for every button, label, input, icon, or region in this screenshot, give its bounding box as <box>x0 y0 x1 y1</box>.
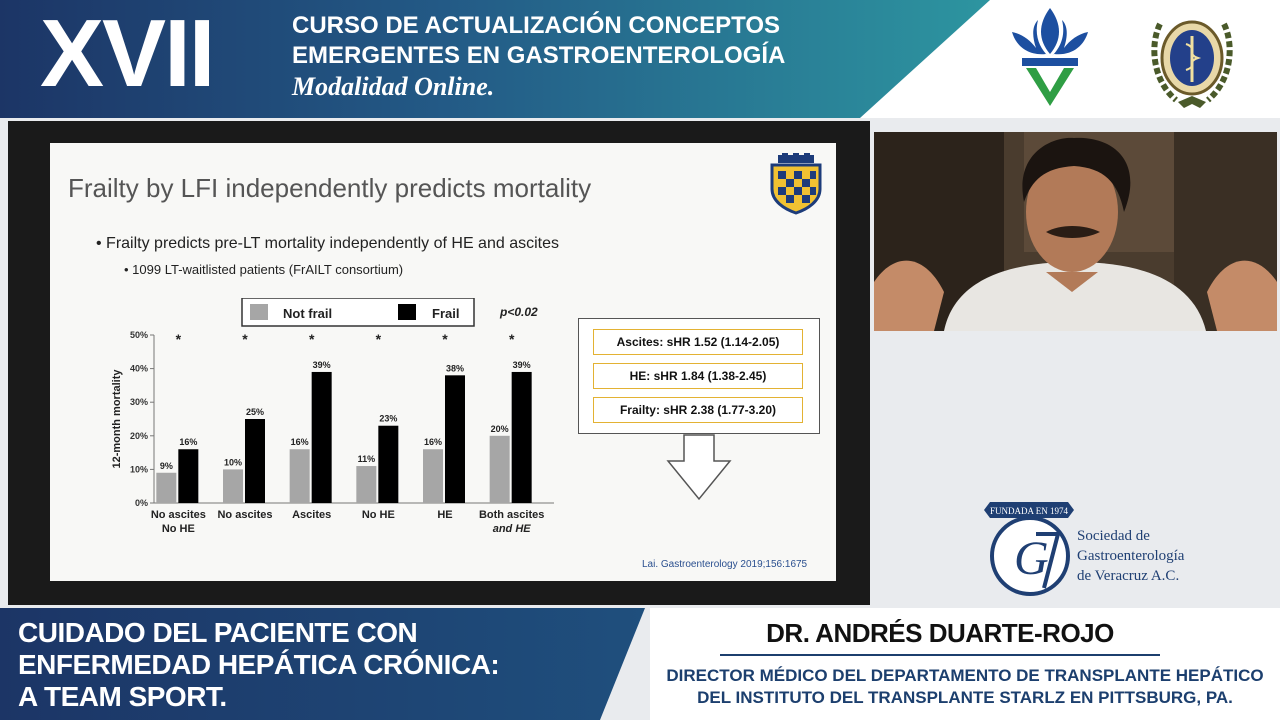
x-category-label: Both ascites <box>479 509 544 521</box>
bar-data-label: 23% <box>379 414 397 424</box>
slide: Frailty by LFI independently predicts mo… <box>50 143 836 581</box>
hr-frailty: Frailty: sHR 2.38 (1.77-3.20) <box>593 397 803 423</box>
y-tick-label: 30% <box>130 397 148 407</box>
edition-number: XVII <box>40 0 215 107</box>
hazard-ratio-box: Ascites: sHR 1.52 (1.14-2.05) HE: sHR 1.… <box>578 318 820 434</box>
talk-title-line1: CUIDADO DEL PACIENTE CON <box>18 617 418 648</box>
x-category-label: No ascites <box>217 509 272 521</box>
slide-citation: Lai. Gastroenterology 2019;156:1675 <box>642 559 808 570</box>
y-tick-label: 10% <box>130 464 148 474</box>
bar-data-label: 16% <box>179 437 197 447</box>
hr-ascites: Ascites: sHR 1.52 (1.14-2.05) <box>593 329 803 355</box>
bar-frail <box>378 425 399 503</box>
mortality-bar-chart: Not frail Frail p<0.02 0% 10% 20% 30% 40% 50% 12-… <box>111 298 554 535</box>
legend-swatch-frail <box>398 304 416 320</box>
bar-data-label: 38% <box>446 363 464 373</box>
speaker-divider <box>720 654 1160 656</box>
svg-text:G: G <box>1014 532 1049 585</box>
course-modality: Modalidad Online. <box>292 72 495 101</box>
bar-not-frail <box>156 472 177 503</box>
speaker-webcam <box>874 132 1277 331</box>
significance-marker: * <box>442 331 448 347</box>
x-category-label: No HE <box>162 523 195 535</box>
bar-not-frail <box>289 449 310 503</box>
bar-not-frail <box>223 469 243 503</box>
bar-not-frail <box>489 435 510 503</box>
bar-data-label: 16% <box>291 437 309 447</box>
legend-label-frail: Frail <box>432 306 459 321</box>
speaker-role-line2: DEL INSTITUTO DEL TRANSPLANTE STARLZ EN … <box>697 688 1233 707</box>
speaker-video-feed <box>874 132 1277 331</box>
shared-screen: Frailty by LFI independently predicts mo… <box>8 121 870 605</box>
sponsor-name-line1: Sociedad de <box>1077 528 1150 544</box>
bar-data-label: 39% <box>313 360 331 370</box>
bar-data-label: 9% <box>160 461 173 471</box>
bar-not-frail <box>423 449 443 503</box>
hr-he: HE: sHR 1.84 (1.38-2.45) <box>593 363 803 389</box>
talk-title-line3: A TEAM SPORT. <box>18 681 227 712</box>
talk-title-background <box>0 608 645 720</box>
course-title-line2: EMERGENTES EN GASTROENTEROLOGÍA <box>292 42 786 69</box>
x-category-label: HE <box>437 509 452 521</box>
bar-data-label: 11% <box>358 454 376 464</box>
bar-frail <box>311 371 332 503</box>
down-arrow-icon <box>666 434 732 501</box>
y-tick-label: 40% <box>130 364 148 374</box>
sponsor-name-line2: Gastroenterología <box>1077 548 1185 564</box>
y-tick-label: 20% <box>130 431 148 441</box>
bar-data-label: 16% <box>424 437 442 447</box>
event-header: XVII CURSO DE ACTUALIZACIÓN CONCEPTOS EM… <box>0 0 1280 118</box>
chart-legend-box <box>241 298 475 327</box>
speaker-info: DR. ANDRÉS DUARTE-ROJO DIRECTOR MÉDICO D… <box>650 608 1280 720</box>
x-category-label: No ascites <box>151 509 206 521</box>
medical-society-seal <box>1151 20 1233 108</box>
slide-bullet-main-text: Frailty predicts pre-LT mortality indepe… <box>106 235 559 252</box>
slide-bullet-main: • Frailty predicts pre-LT mortality inde… <box>96 235 559 252</box>
bar-frail <box>511 371 532 503</box>
university-fleur-logo <box>1012 8 1088 106</box>
presentation-stage: Frailty by LFI independently predicts mo… <box>0 118 1280 608</box>
sponsor-founded-label: FUNDADA EN 1974 <box>990 506 1069 516</box>
bar-frail <box>445 375 465 503</box>
y-tick-label: 0% <box>135 498 148 508</box>
significance-marker: * <box>242 331 248 347</box>
bar-frail <box>178 449 199 503</box>
course-title-line1: CURSO DE ACTUALIZACIÓN CONCEPTOS <box>292 12 781 39</box>
header-banner: XVII CURSO DE ACTUALIZACIÓN CONCEPTOS EM… <box>0 0 1000 118</box>
bar-data-label: 25% <box>246 407 264 417</box>
bar-data-label: 39% <box>513 360 531 370</box>
significance-marker: * <box>509 331 515 347</box>
y-tick-label: 50% <box>130 330 148 340</box>
bar-not-frail <box>356 466 377 503</box>
significance-marker: * <box>176 331 182 347</box>
talk-title-line2: ENFERMEDAD HEPÁTICA CRÓNICA: <box>18 649 500 680</box>
gastro-society-logo: FUNDADA EN 1974 G Sociedad de Gastroente… <box>984 502 1185 596</box>
legend-swatch-not-frail <box>250 304 268 320</box>
slide-bullet-sub: • 1099 LT-waitlisted patients (FrAILT co… <box>124 262 404 277</box>
x-category-label: No HE <box>362 509 395 521</box>
legend-label-not-frail: Not frail <box>283 306 332 321</box>
slide-bullet-sub-text: 1099 LT-waitlisted patients (FrAILT cons… <box>132 262 404 277</box>
university-shield-logo <box>770 153 822 215</box>
bar-data-label: 20% <box>491 424 509 434</box>
bar-data-label: 10% <box>224 457 242 467</box>
chart-p-value: p<0.02 <box>499 305 538 319</box>
x-category-label: Ascites <box>292 509 331 521</box>
x-category-label: and HE <box>493 523 532 535</box>
significance-marker: * <box>309 331 315 347</box>
slide-title: Frailty by LFI independently predicts mo… <box>68 173 592 203</box>
chart-y-axis-label: 12-month mortality <box>111 369 123 469</box>
bar-frail <box>245 419 265 503</box>
significance-marker: * <box>376 331 382 347</box>
talk-title-banner: CUIDADO DEL PACIENTE CON ENFERMEDAD HEPÁ… <box>0 608 650 720</box>
header-background <box>0 0 990 118</box>
sponsor-name-line3: de Veracruz A.C. <box>1077 568 1179 584</box>
speaker-role-line1: DIRECTOR MÉDICO DEL DEPARTAMENTO DE TRAN… <box>666 666 1264 685</box>
speaker-name: DR. ANDRÉS DUARTE-ROJO <box>766 618 1114 648</box>
